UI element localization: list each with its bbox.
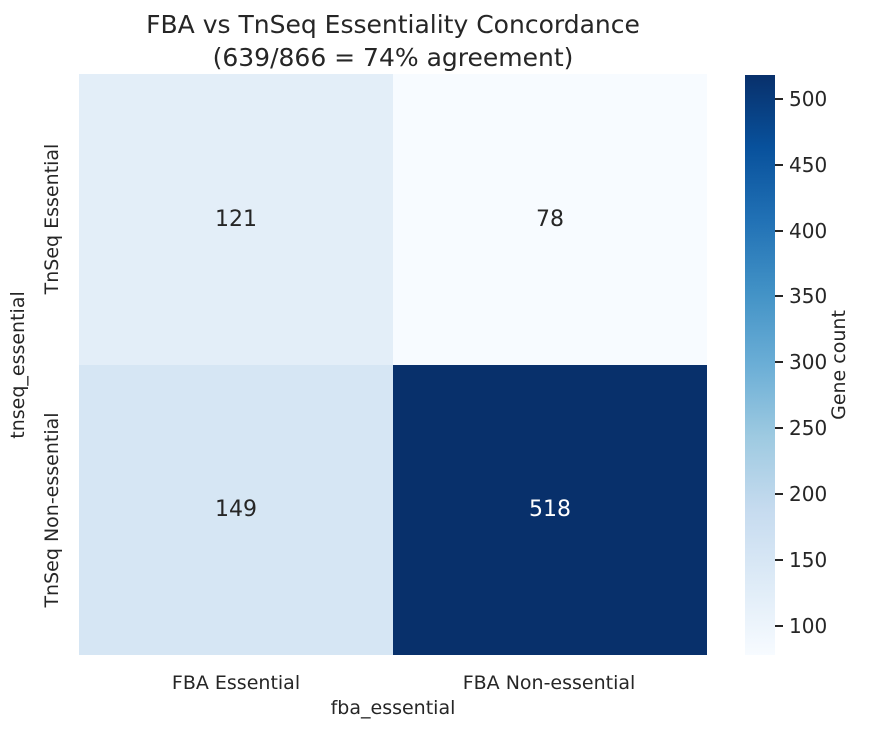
colorbar-tick-mark	[775, 229, 783, 232]
cell-value: 78	[536, 206, 564, 232]
colorbar-tick-label: 100	[789, 614, 828, 638]
colorbar-tick-mark	[775, 163, 783, 166]
chart-title-line2: (639/866 = 74% agreement)	[212, 43, 574, 72]
colorbar-tick-label: 250	[789, 416, 828, 441]
chart-title-line1: FBA vs TnSeq Essentiality Concordance	[146, 10, 640, 39]
cell-value: 121	[215, 206, 257, 232]
colorbar-tick-mark	[775, 361, 783, 364]
colorbar-tick-mark	[775, 625, 783, 627]
heatmap-cell-tnseq-noness-fba-noness: 518	[393, 364, 707, 655]
chart-title: FBA vs TnSeq Essentiality Concordance (6…	[79, 8, 707, 74]
y-tick-tnseq-essential: TnSeq Essential	[41, 143, 63, 295]
colorbar-tick-label: 400	[789, 218, 828, 243]
colorbar-tick-label: 450	[789, 152, 828, 177]
colorbar-label: Gene count	[828, 310, 850, 420]
colorbar-tick-mark	[775, 427, 783, 430]
colorbar-tick-mark	[775, 97, 783, 100]
colorbar-tick-label: 150	[789, 548, 828, 573]
heatmap: 121 78 149 518	[79, 74, 707, 655]
colorbar-tick-mark	[775, 559, 783, 562]
colorbar-ticks: 100 150 200 250 300 350 400 450 500	[775, 75, 872, 655]
colorbar-tick-label: 350	[789, 284, 828, 309]
colorbar-tick-mark	[775, 295, 783, 298]
cell-value: 149	[215, 497, 257, 523]
heatmap-cell-tnseq-ess-fba-ess: 121	[79, 74, 393, 365]
cell-value: 518	[529, 497, 571, 523]
x-axis-label: fba_essential	[330, 697, 456, 719]
colorbar-tick-label: 200	[789, 482, 828, 507]
colorbar-tick-label: 500	[789, 86, 828, 111]
heatmap-cell-tnseq-ess-fba-noness: 78	[393, 74, 707, 365]
x-tick-fba-non-essential: FBA Non-essential	[462, 672, 636, 694]
x-tick-fba-essential: FBA Essential	[171, 672, 301, 694]
y-tick-tnseq-non-essential: TnSeq Non-essential	[41, 412, 63, 608]
colorbar-tick-label: 300	[789, 350, 828, 375]
colorbar-tick-mark	[775, 493, 783, 496]
heatmap-cell-tnseq-noness-fba-ess: 149	[79, 364, 393, 655]
colorbar-gradient	[745, 75, 775, 655]
y-axis-label: tnseq_essential	[7, 291, 29, 439]
